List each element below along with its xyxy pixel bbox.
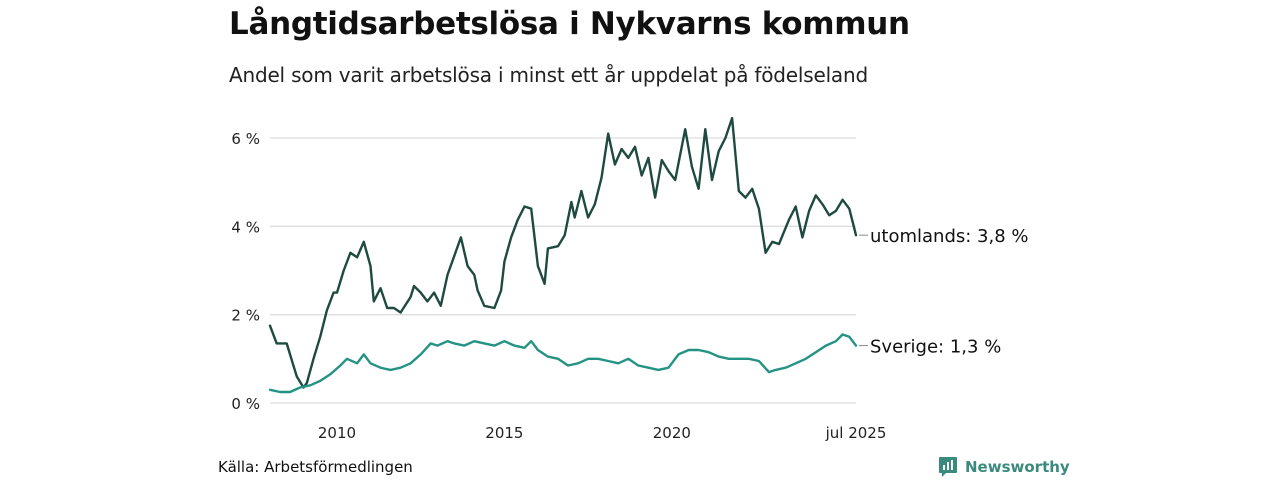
chart-title: Långtidsarbetslösa i Nykvarns kommun bbox=[229, 6, 910, 42]
grid-layer bbox=[270, 137, 856, 404]
series-layer bbox=[268, 116, 858, 394]
y-tick-label: 6 % bbox=[231, 130, 260, 148]
x-tick-label: 2020 bbox=[653, 424, 691, 442]
series-line-utomlands bbox=[268, 116, 858, 389]
end-label-sverige: Sverige: 1,3 % bbox=[870, 337, 1001, 358]
x-tick-label: 2010 bbox=[318, 424, 356, 442]
end-label-utomlands: utomlands: 3,8 % bbox=[870, 226, 1029, 247]
brand-name: Newsworthy bbox=[965, 458, 1070, 476]
y-tick-label: 0 % bbox=[231, 395, 260, 413]
chart-bubble-icon bbox=[939, 457, 957, 477]
y-tick-label: 4 % bbox=[231, 218, 260, 236]
x-axis: 2010 2015 2020 jul 2025 bbox=[318, 424, 887, 442]
x-tick-label: 2015 bbox=[485, 424, 523, 442]
series-end-labels: utomlands: 3,8 % Sverige: 1,3 % bbox=[859, 226, 1029, 358]
y-tick-label: 2 % bbox=[231, 307, 260, 325]
x-tick-label: jul 2025 bbox=[825, 424, 887, 442]
series-line-sverige bbox=[268, 333, 858, 394]
brand-logo[interactable]: Newsworthy bbox=[938, 456, 1070, 478]
chart-subtitle: Andel som varit arbetslösa i minst ett å… bbox=[229, 63, 868, 87]
source-note: Källa: Arbetsförmedlingen bbox=[218, 458, 413, 476]
y-axis: 0 % 2 % 4 % 6 % bbox=[231, 130, 260, 413]
